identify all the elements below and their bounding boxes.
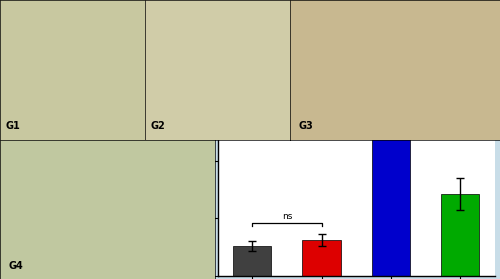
Text: G2: G2	[151, 121, 166, 131]
Text: G4: G4	[8, 261, 24, 271]
Bar	[302, 240, 341, 276]
Bar	[233, 246, 272, 276]
Text: * * * *: * * * *	[308, 34, 335, 43]
Text: * * * *: * * * *	[412, 34, 439, 43]
Y-axis label: TNF-α Immunoexpression
/10HPF (Area %): TNF-α Immunoexpression /10HPF (Area %)	[178, 91, 200, 216]
Text: G1: G1	[6, 121, 20, 131]
Text: ns: ns	[282, 212, 292, 221]
Text: S: S	[222, 278, 232, 279]
Bar	[441, 194, 480, 276]
Text: G3: G3	[298, 121, 313, 131]
Bar	[372, 62, 410, 276]
